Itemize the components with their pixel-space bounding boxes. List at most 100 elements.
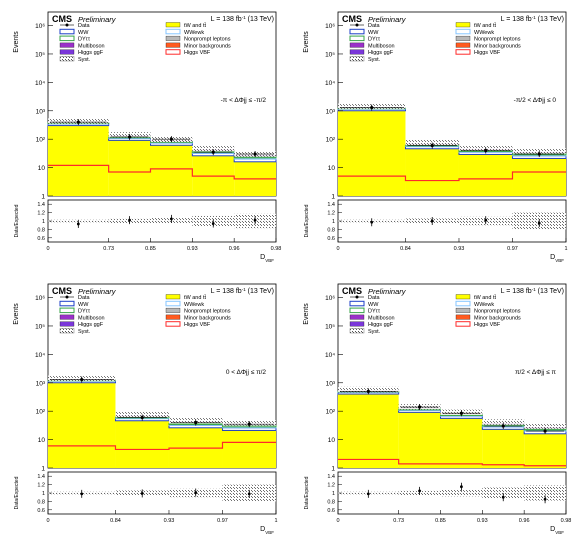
ratio-ytick-label-3: 1.2 [37, 483, 45, 489]
ratio-point-bin-3 [502, 496, 505, 499]
y-axis-label: Events [303, 31, 310, 53]
ytick-label-3: 10³ [326, 380, 336, 387]
ytick-label-0: 1 [331, 194, 335, 201]
legend-swatch-nonprompt [166, 308, 180, 313]
legend-label-ww: WW [78, 30, 89, 36]
legend-label-higgs_vbf: Higgs VBF [474, 322, 501, 328]
ratio-ytick-label-1: 0.8 [37, 499, 45, 505]
data-point-bin-0 [370, 106, 373, 109]
legend-swatch-higgs_vbf [166, 50, 180, 55]
ytick-label-0: 1 [41, 194, 45, 201]
legend-label-data: Data [78, 23, 91, 29]
legend-swatch-dytautau [350, 308, 364, 313]
x-axis-label: DVBF [550, 254, 564, 263]
y-axis-label: Events [303, 303, 310, 325]
ytick-label-3: 10³ [36, 380, 46, 387]
cms-label: CMS [342, 286, 362, 296]
xtick-label-4: 1 [274, 518, 277, 524]
stack-bar-ww_ttbar-bin-0 [338, 111, 405, 196]
stack-bar-ww_ttbar-bin-1 [399, 412, 441, 468]
ytick-label-4: 10⁴ [35, 80, 45, 87]
ratio-point-bin-2 [484, 219, 487, 222]
ytick-label-2: 10² [36, 137, 46, 144]
ratio-point-bin-0 [370, 221, 373, 224]
legend-label-higgs_vbf: Higgs VBF [184, 322, 211, 328]
legend-swatch-ww [350, 29, 364, 34]
data-point-bin-3 [248, 423, 251, 426]
xtick-label-2: 0.93 [164, 518, 175, 524]
xtick-label-2: 0.85 [435, 518, 446, 524]
legend-swatch-higgs_vbf [456, 50, 470, 55]
syst-band-bin-4 [524, 423, 566, 428]
stack-bar-ww_ttbar-bin-0 [338, 394, 399, 468]
legend-swatch-wwewk [166, 301, 180, 306]
legend-label-wwewk: WWewk [184, 302, 204, 308]
cms-label: CMS [342, 14, 362, 24]
legend-swatch-minor [456, 43, 470, 48]
xtick-label-3: 0.97 [507, 246, 518, 252]
legend-label-higgs_vbf: Higgs VBF [474, 50, 501, 56]
ratio-ytick-label-0: 0.6 [327, 236, 335, 242]
ratio-axis-label: Data/Expected [14, 204, 20, 237]
xtick-label-4: 1 [564, 246, 567, 252]
data-point-bin-2 [170, 138, 173, 141]
legend-marker-data [356, 296, 359, 299]
legend-swatch-syst_hatch [350, 329, 364, 334]
ratio-ytick-label-0: 0.6 [327, 508, 335, 514]
ratio-ytick-label-3: 1.2 [327, 211, 335, 217]
legend-swatch-higgs_ggf [350, 322, 364, 327]
cms-label: CMS [52, 14, 72, 24]
legend-swatch-ww_ttbar [166, 23, 180, 28]
legend-label-minor: Minor backgrounds [184, 43, 231, 49]
x-axis-label: DVBF [550, 526, 564, 535]
cms-label: CMS [52, 286, 72, 296]
data-point-bin-4 [543, 429, 546, 432]
legend-label-ww: WW [78, 302, 89, 308]
ytick-label-2: 10² [326, 409, 336, 416]
region-label: -π < ΔΦjj ≤ -π/2 [221, 97, 267, 104]
ratio-ytick-label-2: 1 [42, 491, 45, 497]
x-axis-label: DVBF [260, 526, 274, 535]
region-label: π/2 < ΔΦjj ≤ π [515, 369, 557, 376]
stack-bar-ww_ttbar-bin-3 [482, 429, 524, 468]
ytick-label-0: 1 [41, 466, 45, 473]
legend-swatch-multiboson [60, 315, 74, 320]
legend-label-syst_hatch: Syst. [78, 329, 91, 335]
ytick-label-6: 10⁶ [325, 23, 335, 30]
xtick-label-5: 0.98 [271, 246, 282, 252]
xtick-label-3: 0.97 [217, 518, 228, 524]
data-point-bin-0 [77, 120, 80, 123]
x-axis-label: DVBF [260, 254, 274, 263]
xtick-label-3: 0.93 [477, 518, 488, 524]
ratio-ytick-label-0: 0.6 [37, 508, 45, 514]
y-axis-label: Events [13, 303, 20, 325]
ytick-label-4: 10⁴ [325, 80, 335, 87]
data-point-bin-3 [212, 151, 215, 154]
ytick-label-1: 10 [328, 165, 336, 172]
ratio-ytick-label-2: 1 [332, 491, 335, 497]
ytick-label-5: 10⁵ [325, 51, 335, 58]
stack-bar-ww_ttbar-bin-1 [115, 421, 169, 468]
ytick-label-2: 10² [36, 409, 46, 416]
legend-label-data: Data [78, 295, 91, 301]
ratio-ytick-label-4: 1.4 [37, 474, 45, 480]
stack-bar-ww_ttbar-bin-2 [150, 145, 192, 196]
legend-swatch-dytautau [60, 308, 74, 313]
legend-label-higgs_ggf: Higgs ggF [368, 50, 394, 56]
xtick-label-0: 0 [46, 246, 49, 252]
legend-swatch-higgs_vbf [456, 322, 470, 327]
stack-bar-ww_ttbar-bin-4 [524, 434, 566, 468]
stack-bar-ww_ttbar-bin-2 [459, 154, 513, 196]
ratio-point-bin-2 [194, 491, 197, 494]
xtick-label-5: 0.98 [561, 518, 572, 524]
ratio-point-bin-1 [431, 220, 434, 223]
legend-label-ww_ttbar: tW and tt̄ [474, 294, 496, 301]
ratio-axis-label: Data/Expected [304, 476, 310, 509]
data-point-bin-3 [502, 424, 505, 427]
ytick-label-4: 10⁴ [325, 352, 335, 359]
data-point-bin-3 [538, 152, 541, 155]
data-point-bin-2 [484, 149, 487, 152]
legend-label-nonprompt: Nonprompt leptons [474, 309, 521, 315]
ytick-label-1: 10 [38, 437, 46, 444]
ytick-label-6: 10⁶ [325, 295, 335, 302]
